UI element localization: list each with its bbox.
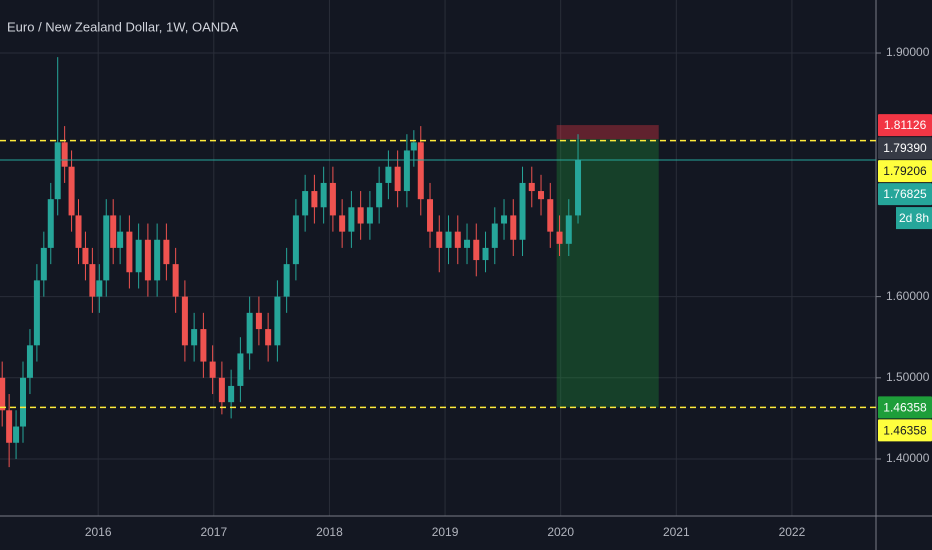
stop-zone	[556, 125, 659, 140]
x-tick-label: 2018	[316, 525, 343, 539]
price-label-box	[878, 160, 932, 183]
candle-body	[68, 166, 75, 216]
candle-body	[135, 239, 142, 273]
y-tick-label: 1.90000	[886, 45, 930, 59]
candle-body	[538, 191, 545, 200]
candle-body	[163, 239, 170, 265]
candle-body	[126, 231, 133, 273]
candle-body	[519, 182, 526, 240]
candle-body	[417, 142, 424, 200]
candle-body	[237, 353, 244, 386]
x-tick-label: 2022	[779, 525, 806, 539]
candle-body	[274, 296, 281, 346]
candle-body	[209, 361, 216, 378]
price-label-box	[878, 137, 932, 160]
candle-body	[117, 231, 124, 248]
x-tick-label: 2020	[547, 525, 574, 539]
candle-body	[103, 215, 110, 281]
candle-body	[501, 215, 508, 224]
candle-body	[547, 199, 554, 232]
candle-body	[403, 150, 410, 192]
candle-body	[265, 329, 272, 346]
candle-body	[385, 166, 392, 183]
candle-body	[510, 215, 517, 240]
y-tick-label: 1.50000	[886, 370, 930, 384]
candle-body	[246, 312, 253, 354]
candle-body	[110, 215, 117, 248]
price-label-box	[878, 419, 932, 442]
countdown: 2d 8h	[899, 211, 929, 225]
candle-body	[445, 231, 452, 248]
candle-body	[200, 329, 207, 362]
candle-body	[154, 239, 161, 281]
candle-body	[0, 377, 6, 411]
candle-body	[556, 231, 563, 244]
candle-body	[82, 247, 89, 265]
candle-body	[528, 182, 535, 192]
candle-body	[13, 426, 20, 443]
candle-body	[47, 199, 54, 248]
price-label: 1.79390	[883, 141, 927, 155]
candle-body	[172, 264, 179, 297]
candle-body	[20, 377, 27, 427]
candle-body	[96, 280, 103, 297]
candle-body	[376, 182, 383, 208]
price-label: 1.46358	[883, 401, 927, 415]
candle-body	[464, 239, 471, 248]
candle-body	[329, 182, 336, 216]
candle-body	[565, 215, 572, 244]
candle-body	[33, 280, 40, 346]
candle-body	[348, 207, 355, 232]
price-label: 1.46358	[883, 424, 927, 438]
candle-body	[575, 160, 582, 216]
candle-body	[255, 312, 262, 330]
candle-body	[75, 215, 82, 248]
candle-body	[6, 410, 13, 443]
candle-body	[40, 247, 47, 281]
price-label: 1.76825	[883, 187, 927, 201]
candle-body	[61, 142, 68, 167]
candle-body	[482, 247, 489, 261]
candle-body	[218, 377, 225, 403]
candle-body	[228, 385, 235, 403]
candle-body	[339, 215, 346, 232]
candle-body	[394, 166, 401, 192]
chart-title: Euro / New Zealand Dollar, 1W, OANDA	[7, 19, 239, 34]
candle-body	[436, 231, 443, 248]
x-tick-label: 2017	[200, 525, 227, 539]
candle-body	[320, 182, 327, 208]
candle-body	[410, 142, 417, 151]
candle-body	[283, 264, 290, 297]
price-label-box	[878, 114, 932, 137]
candle-body	[427, 199, 434, 232]
price-label-box	[878, 183, 932, 206]
x-tick-label: 2019	[432, 525, 459, 539]
candle-body	[54, 142, 61, 200]
candle-body	[26, 345, 33, 378]
price-label: 1.79206	[883, 164, 927, 178]
candle-body	[491, 223, 498, 248]
candle-body	[473, 239, 480, 261]
target-zone	[556, 139, 659, 408]
y-tick-label: 1.40000	[886, 451, 930, 465]
candle-body	[144, 239, 151, 281]
candle-body	[311, 191, 318, 208]
candle-body	[302, 191, 309, 216]
candle-body	[454, 231, 461, 248]
y-tick-label: 1.60000	[886, 289, 930, 303]
price-label: 1.81126	[884, 118, 927, 132]
candle-body	[191, 329, 198, 346]
x-tick-label: 2016	[85, 525, 112, 539]
price-label-box	[878, 396, 932, 419]
countdown-box	[896, 207, 932, 230]
x-tick-label: 2021	[663, 525, 690, 539]
candle-body	[366, 207, 373, 224]
candle-body	[89, 264, 96, 297]
candle-body	[292, 215, 299, 265]
candle-body	[357, 207, 364, 224]
candle-body	[181, 296, 188, 346]
